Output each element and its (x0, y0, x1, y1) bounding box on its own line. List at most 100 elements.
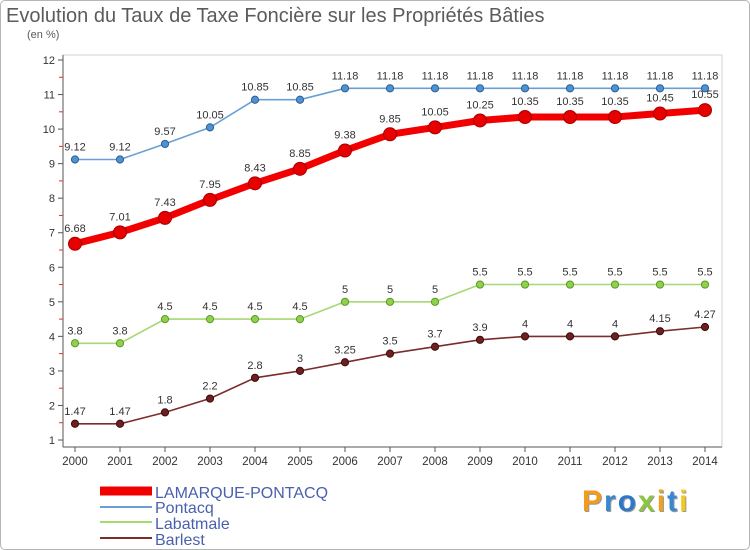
data-label-barlest-2012: 4 (612, 318, 618, 330)
proxiti-logo: Proxiti (582, 484, 689, 520)
data-label-labatmale-2007: 5 (387, 284, 393, 296)
logo-letter: x (638, 485, 657, 518)
x-tick-label: 2012 (602, 456, 628, 468)
logo-letter: o (617, 485, 639, 518)
data-point-labatmale-2010 (520, 280, 530, 289)
data-label-labatmale-2004: 4.5 (247, 301, 262, 313)
data-label-pontacq-2006: 11.18 (332, 70, 359, 82)
data-label-lamarque-pontacq-2013: 10.45 (646, 93, 674, 105)
legend-label: LAMARQUE-PONTACQ (155, 485, 328, 502)
logo-letter: r (604, 485, 618, 518)
data-point-barlest-2013 (655, 327, 665, 336)
data-point-pontacq-2011 (565, 84, 575, 93)
data-label-lamarque-pontacq-2004: 8.43 (244, 162, 265, 174)
chart-unit-label: (en %) (27, 29, 60, 41)
data-label-labatmale-2002: 4.5 (157, 301, 172, 313)
data-label-pontacq-2012: 11.18 (602, 70, 629, 82)
data-point-labatmale-2002 (160, 314, 170, 324)
data-point-barlest-2004 (250, 373, 260, 382)
data-label-pontacq-2000: 9.12 (64, 141, 85, 153)
series-barlest (70, 322, 710, 428)
data-point-barlest-2000 (70, 419, 80, 428)
x-tick-label: 2001 (107, 456, 133, 468)
data-label-labatmale-2011: 5.5 (562, 267, 577, 279)
data-point-pontacq-2001 (115, 155, 125, 164)
x-tick-label: 2008 (422, 456, 448, 468)
data-label-labatmale-2006: 5 (342, 284, 348, 296)
data-label-barlest-2013: 4.15 (649, 313, 670, 325)
data-point-barlest-2014 (700, 322, 710, 332)
data-point-pontacq-2008 (430, 84, 440, 93)
data-point-lamarque-pontacq-2009 (473, 113, 487, 128)
data-point-lamarque-pontacq-2012 (608, 110, 622, 124)
data-label-lamarque-pontacq-2011: 10.35 (556, 96, 584, 108)
legend-item-lamarque-pontacq: LAMARQUE-PONTACQ (100, 485, 328, 502)
data-point-pontacq-2003 (205, 123, 215, 132)
data-label-pontacq-2011: 11.18 (557, 70, 584, 82)
data-point-pontacq-2006 (340, 84, 350, 93)
data-point-pontacq-2012 (610, 84, 620, 93)
data-point-lamarque-pontacq-2011 (563, 110, 577, 124)
data-point-lamarque-pontacq-2013 (653, 106, 667, 121)
data-point-pontacq-2005 (295, 95, 305, 104)
data-label-pontacq-2002: 9.57 (154, 126, 175, 138)
logo-letter: t (667, 485, 680, 518)
y-tick-label: 1 (49, 435, 55, 447)
data-label-barlest-2008: 3.7 (427, 329, 442, 341)
data-point-barlest-2011 (565, 332, 575, 341)
data-label-barlest-2009: 3.9 (472, 322, 487, 334)
logo-letter: i (656, 485, 668, 518)
x-tick-label: 2011 (558, 456, 583, 468)
data-label-lamarque-pontacq-2001: 7.01 (109, 211, 130, 223)
data-point-labatmale-2013 (655, 280, 665, 289)
series-labatmale (70, 280, 710, 348)
data-point-barlest-2006 (340, 358, 350, 367)
data-point-lamarque-pontacq-2005 (293, 161, 307, 176)
data-label-labatmale-2014: 5.5 (697, 267, 712, 279)
data-label-barlest-2003: 2.2 (202, 381, 217, 393)
data-point-labatmale-2003 (205, 314, 215, 324)
data-label-labatmale-2001: 3.8 (112, 325, 127, 337)
legend-label: Labatmale (155, 516, 230, 533)
data-label-barlest-2001: 1.47 (109, 406, 130, 418)
x-tick-label: 2004 (242, 456, 268, 468)
data-label-barlest-2006: 3.25 (334, 344, 355, 356)
data-label-pontacq-2001: 9.12 (109, 141, 130, 153)
data-point-barlest-2007 (385, 349, 395, 358)
data-label-labatmale-2012: 5.5 (607, 267, 622, 279)
series-lamarque-pontacq (68, 103, 712, 251)
data-label-labatmale-2010: 5.5 (517, 267, 532, 279)
y-tick-label: 3 (49, 366, 55, 378)
data-point-barlest-2009 (475, 335, 485, 344)
data-point-barlest-2005 (295, 366, 305, 376)
data-label-lamarque-pontacq-2008: 10.05 (421, 106, 449, 118)
data-point-lamarque-pontacq-2007 (383, 127, 397, 142)
data-point-barlest-2002 (160, 408, 170, 417)
data-point-labatmale-2009 (475, 280, 485, 289)
data-point-labatmale-2011 (565, 280, 575, 289)
data-label-lamarque-pontacq-2005: 8.85 (289, 148, 310, 160)
x-tick-label: 2007 (377, 456, 403, 468)
data-label-labatmale-2009: 5.5 (472, 267, 487, 279)
data-label-lamarque-pontacq-2003: 7.95 (199, 179, 220, 191)
data-point-lamarque-pontacq-2008 (428, 120, 442, 135)
data-point-lamarque-pontacq-2002 (158, 210, 172, 225)
y-tick-label: 5 (49, 297, 55, 309)
data-point-labatmale-2004 (250, 314, 260, 324)
data-label-pontacq-2009: 11.18 (467, 70, 494, 82)
data-label-barlest-2011: 4 (567, 318, 573, 330)
data-point-pontacq-2000 (70, 155, 80, 164)
logo-letter: P (582, 485, 605, 518)
x-tick-label: 2014 (692, 456, 718, 468)
data-point-pontacq-2013 (655, 84, 665, 93)
data-point-lamarque-pontacq-2004 (248, 176, 262, 191)
data-label-lamarque-pontacq-2014: 10.55 (691, 89, 719, 101)
y-tick-label: 9 (49, 159, 55, 171)
data-point-pontacq-2004 (250, 95, 260, 104)
data-label-lamarque-pontacq-2000: 6.68 (64, 223, 85, 235)
data-point-lamarque-pontacq-2006 (338, 143, 352, 158)
series-pontacq (70, 84, 710, 164)
x-tick-label: 2005 (287, 456, 313, 468)
